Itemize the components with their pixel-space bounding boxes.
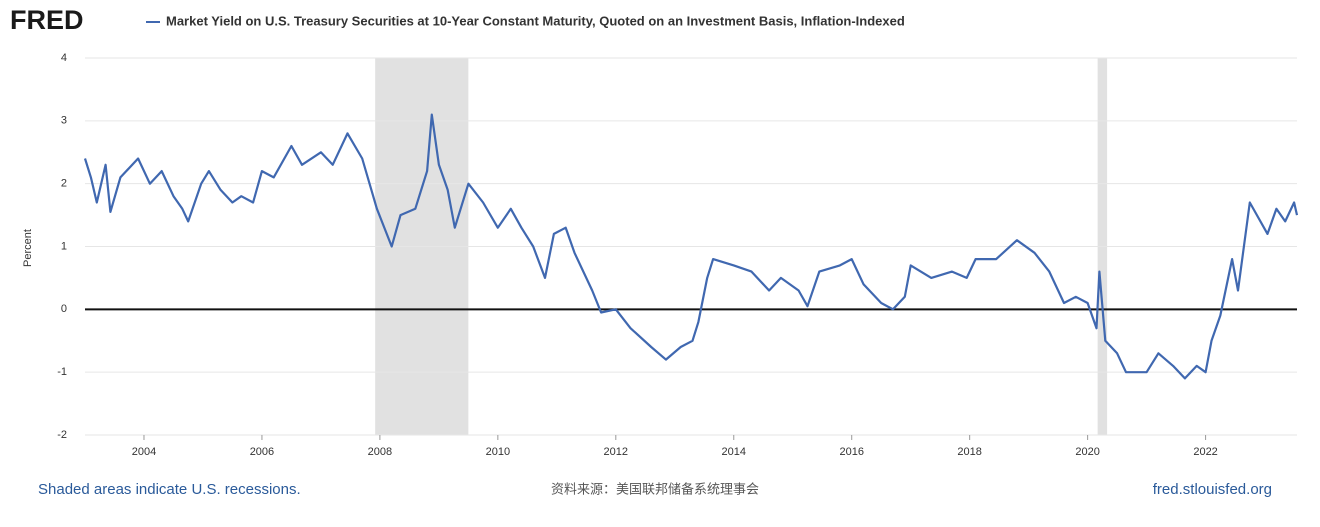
y-tick-label: -1 [57,366,67,378]
y-tick-label: 2 [61,178,67,190]
x-tick-label: 2006 [250,446,274,458]
x-tick-label: 2004 [132,446,156,458]
x-tick-label: 2014 [722,446,746,458]
recession-note: Shaded areas indicate U.S. recessions. [38,481,301,498]
x-tick-label: 2008 [368,446,392,458]
series-line [83,113,1299,380]
x-tick-label: 2018 [957,446,981,458]
x-tick-label: 2022 [1193,446,1217,458]
legend-label: Market Yield on U.S. Treasury Securities… [166,13,905,28]
y-tick-label: -2 [57,429,67,441]
source: 资料来源：美国联邦储备系统理事会 [551,481,759,496]
x-tick-label: 2016 [839,446,863,458]
logo: FRED [10,5,84,35]
y-tick-label: 1 [61,240,67,252]
x-tick-label: 2010 [486,446,510,458]
y-tick-label: 4 [61,52,67,64]
site-link[interactable]: fred.stlouisfed.org [1153,481,1272,498]
y-axis-label: Percent [22,229,34,267]
x-tick-label: 2020 [1075,446,1099,458]
y-tick-label: 0 [61,303,67,315]
y-tick-label: 3 [61,115,67,127]
x-tick-label: 2012 [604,446,628,458]
